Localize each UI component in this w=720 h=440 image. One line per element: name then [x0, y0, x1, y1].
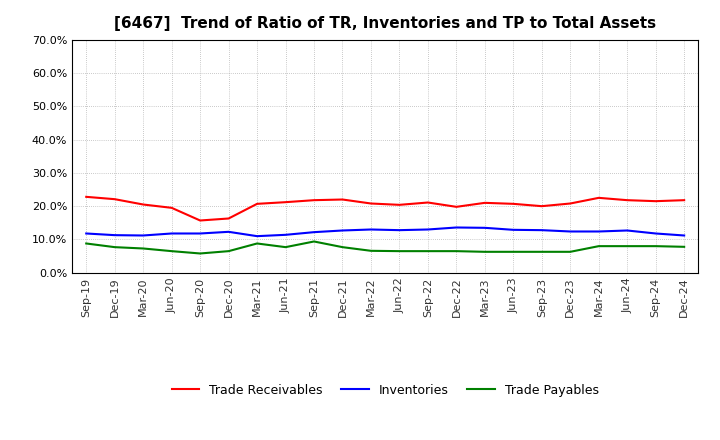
Inventories	[395, 227, 404, 233]
Line: Trade Payables: Trade Payables	[86, 242, 684, 253]
Trade Payables	[282, 245, 290, 250]
Inventories	[225, 229, 233, 235]
Trade Receivables	[680, 198, 688, 203]
Trade Receivables	[652, 198, 660, 204]
Trade Receivables	[110, 197, 119, 202]
Trade Payables	[139, 246, 148, 251]
Inventories	[82, 231, 91, 236]
Inventories	[253, 234, 261, 239]
Trade Receivables	[139, 202, 148, 207]
Inventories	[537, 227, 546, 233]
Trade Payables	[82, 241, 91, 246]
Inventories	[310, 230, 318, 235]
Inventories	[167, 231, 176, 236]
Inventories	[509, 227, 518, 232]
Trade Payables	[366, 248, 375, 253]
Trade Receivables	[537, 204, 546, 209]
Trade Payables	[652, 243, 660, 249]
Inventories	[566, 229, 575, 234]
Trade Payables	[225, 249, 233, 254]
Inventories	[338, 228, 347, 233]
Trade Receivables	[366, 201, 375, 206]
Trade Receivables	[310, 198, 318, 203]
Inventories	[196, 231, 204, 236]
Trade Receivables	[395, 202, 404, 208]
Inventories	[652, 231, 660, 236]
Inventories	[139, 233, 148, 238]
Trade Receivables	[452, 204, 461, 209]
Trade Receivables	[196, 218, 204, 223]
Line: Trade Receivables: Trade Receivables	[86, 197, 684, 220]
Trade Receivables	[338, 197, 347, 202]
Trade Payables	[566, 249, 575, 254]
Inventories	[480, 225, 489, 231]
Trade Receivables	[82, 194, 91, 199]
Trade Receivables	[423, 200, 432, 205]
Trade Payables	[338, 245, 347, 250]
Trade Receivables	[623, 198, 631, 203]
Trade Payables	[167, 249, 176, 254]
Trade Payables	[110, 245, 119, 250]
Trade Payables	[395, 249, 404, 254]
Trade Payables	[196, 251, 204, 256]
Trade Payables	[253, 241, 261, 246]
Trade Receivables	[225, 216, 233, 221]
Trade Payables	[310, 239, 318, 244]
Trade Receivables	[509, 201, 518, 206]
Trade Payables	[452, 249, 461, 254]
Trade Payables	[423, 249, 432, 254]
Inventories	[452, 225, 461, 230]
Inventories	[366, 227, 375, 232]
Trade Receivables	[167, 205, 176, 210]
Trade Receivables	[480, 200, 489, 205]
Trade Payables	[680, 244, 688, 249]
Inventories	[623, 228, 631, 233]
Trade Payables	[509, 249, 518, 254]
Trade Payables	[537, 249, 546, 254]
Trade Receivables	[282, 199, 290, 205]
Line: Inventories: Inventories	[86, 227, 684, 236]
Inventories	[110, 232, 119, 238]
Title: [6467]  Trend of Ratio of TR, Inventories and TP to Total Assets: [6467] Trend of Ratio of TR, Inventories…	[114, 16, 656, 32]
Trade Payables	[623, 243, 631, 249]
Trade Receivables	[566, 201, 575, 206]
Inventories	[282, 232, 290, 238]
Trade Payables	[595, 243, 603, 249]
Inventories	[423, 227, 432, 232]
Trade Receivables	[253, 201, 261, 206]
Inventories	[595, 229, 603, 234]
Trade Receivables	[595, 195, 603, 201]
Legend: Trade Receivables, Inventories, Trade Payables: Trade Receivables, Inventories, Trade Pa…	[166, 379, 604, 402]
Trade Payables	[480, 249, 489, 254]
Inventories	[680, 233, 688, 238]
